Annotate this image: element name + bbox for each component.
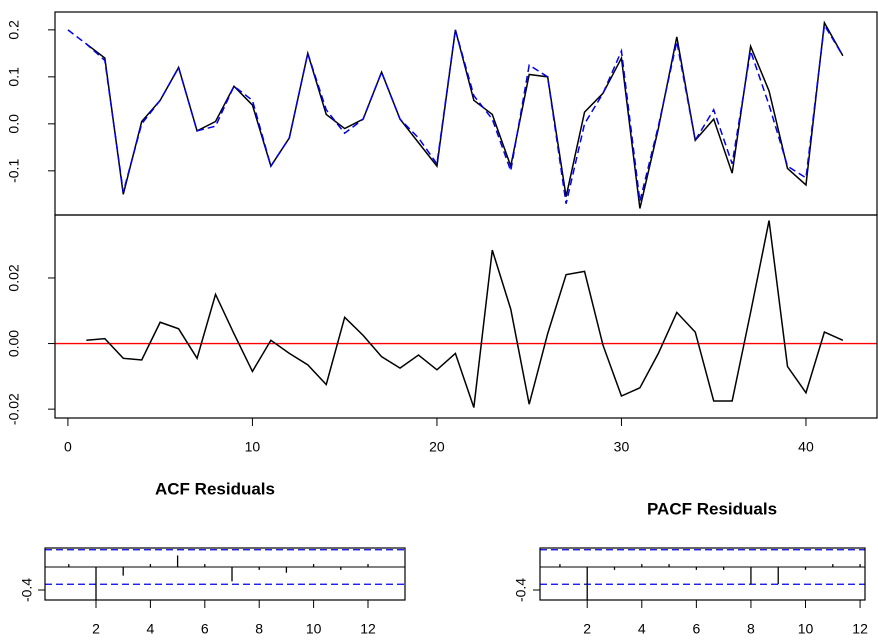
x-tick-label: 10 xyxy=(306,621,322,637)
y-tick-label: -0.4 xyxy=(513,578,529,602)
x-tick-label: 4 xyxy=(147,621,155,637)
y-tick-label: 0.00 xyxy=(6,330,22,357)
x-tick-label: 20 xyxy=(429,439,445,455)
panel-title: ACF Residuals xyxy=(155,479,275,498)
series-line xyxy=(85,20,844,209)
y-tick-label: 0.2 xyxy=(6,20,22,40)
y-tick-label: 0.1 xyxy=(6,67,22,87)
x-tick-label: 6 xyxy=(692,621,700,637)
panel-title: PACF Residuals xyxy=(647,499,777,518)
x-tick-label: 12 xyxy=(852,621,868,637)
plot-frame xyxy=(54,11,878,216)
x-tick-label: 12 xyxy=(360,621,376,637)
x-tick-label: 4 xyxy=(638,621,646,637)
x-tick-label: 30 xyxy=(614,439,630,455)
x-tick-label: 40 xyxy=(798,439,814,455)
x-tick-label: 8 xyxy=(747,621,755,637)
series-line xyxy=(86,220,844,408)
y-tick-label: -0.4 xyxy=(19,578,35,602)
plot-frame xyxy=(44,547,406,601)
plot-frame xyxy=(54,214,878,419)
x-tick-label: 10 xyxy=(245,439,261,455)
x-tick-label: 2 xyxy=(583,621,591,637)
x-tick-label: 6 xyxy=(201,621,209,637)
x-tick-label: 8 xyxy=(255,621,263,637)
y-tick-label: -0.1 xyxy=(6,159,22,183)
x-tick-label: 10 xyxy=(798,621,814,637)
y-tick-label: 0.0 xyxy=(6,114,22,134)
x-tick-label: 0 xyxy=(64,439,72,455)
x-tick-label: 2 xyxy=(92,621,100,637)
plot-frame xyxy=(539,547,866,601)
y-tick-label: 0.02 xyxy=(6,264,22,291)
series-line xyxy=(67,22,844,204)
y-tick-label: -0.02 xyxy=(6,393,22,425)
